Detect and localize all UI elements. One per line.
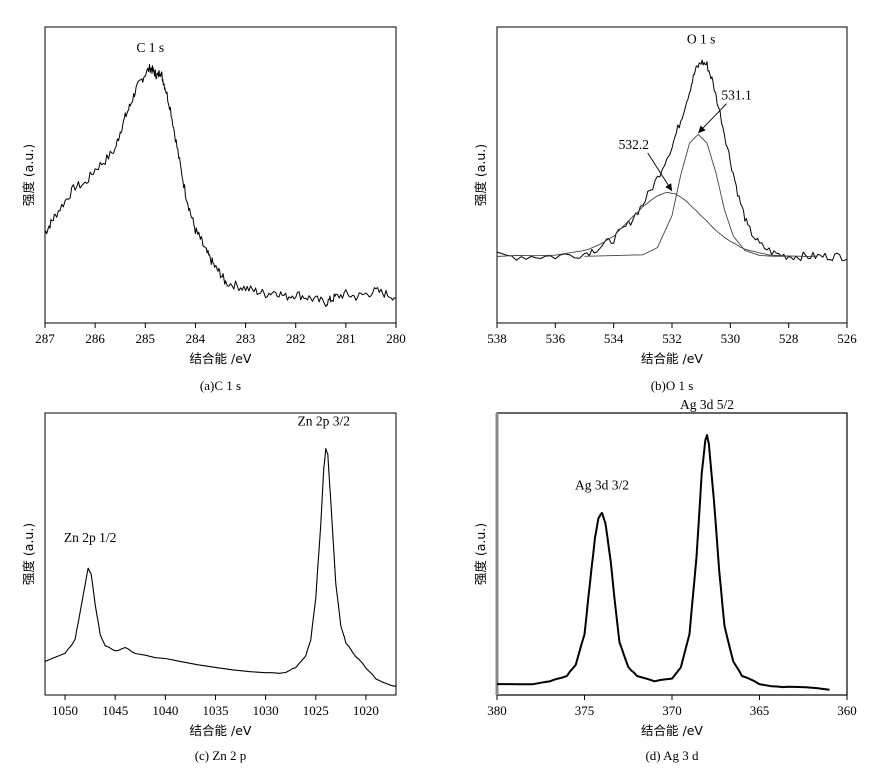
- x-tick-label: 375: [575, 703, 595, 718]
- panel-caption: (a)C 1 s: [200, 378, 241, 393]
- panel-caption: (c) Zn 2 p: [195, 748, 247, 763]
- y-axis-label: 强度 (a.u.): [21, 144, 36, 206]
- x-axis-label: 结合能 /eV: [641, 723, 703, 738]
- peak-annotation: O 1 s: [687, 31, 716, 46]
- x-tick-label: 538: [487, 331, 507, 346]
- x-tick-label: 526: [837, 331, 857, 346]
- peak-annotation: 532.2: [619, 137, 649, 152]
- arrow-head: [665, 183, 672, 192]
- x-tick-label: 380: [487, 703, 507, 718]
- plot-frame: [44, 412, 397, 696]
- x-axis-label: 结合能 /eV: [641, 351, 703, 366]
- x-tick-label: 536: [546, 331, 566, 346]
- plot-frame: [496, 26, 848, 324]
- x-tick-label: 1030: [253, 703, 279, 718]
- series-line-fit-531-1-ev: [584, 133, 789, 257]
- x-tick-label: 286: [85, 331, 105, 346]
- x-axis-label: 结合能 /eV: [190, 723, 252, 738]
- x-tick-label: 284: [186, 331, 206, 346]
- chart-panel-1: 287 286 285 284 283 282 281 280 结合能 /eV 强度 (a.u.)…: [21, 26, 406, 393]
- series-line-zn-2p-spectrum: [44, 448, 397, 687]
- x-axis-label: 结合能 /eV: [190, 351, 252, 366]
- x-tick-label: 1035: [202, 703, 228, 718]
- annotation-arrow: [647, 152, 673, 192]
- chart-panel-2: 538 536 534 532 530 528 526 结合能 /eV 强度 (a.u.) (b)…: [473, 26, 857, 393]
- y-axis-label: 强度 (a.u.): [473, 523, 488, 585]
- x-tick-label: 1020: [353, 703, 379, 718]
- x-tick-label: 1050: [52, 703, 78, 718]
- panel-caption: (d) Ag 3 d: [645, 748, 699, 763]
- x-tick-label: 360: [837, 703, 857, 718]
- x-tick-label: 365: [750, 703, 770, 718]
- x-tick-label: 1040: [152, 703, 178, 718]
- x-tick-label: 280: [386, 331, 406, 346]
- peak-annotation: Ag 3d 3/2: [575, 477, 629, 492]
- peak-annotation: Ag 3d 5/2: [680, 397, 734, 412]
- peak-annotation: Zn 2p 1/2: [64, 530, 117, 545]
- series-line-fit-532-2-ev: [496, 192, 818, 257]
- x-tick-label: 283: [236, 331, 256, 346]
- series-line-o-1s-spectrum: [496, 59, 848, 262]
- series-line-ag-3d-spectrum: [497, 434, 830, 691]
- series-line-c-1s-spectrum: [44, 64, 397, 307]
- x-tick-label: 530: [721, 331, 741, 346]
- x-tick-label: 282: [286, 331, 306, 346]
- plot-frame: [496, 412, 848, 696]
- x-tick-label: 285: [136, 331, 156, 346]
- arrow-head: [698, 125, 706, 133]
- peak-annotation: 531.1: [721, 88, 751, 103]
- x-tick-label: 287: [35, 331, 55, 346]
- plot-frame: [44, 26, 397, 324]
- x-tick-label: 534: [604, 331, 624, 346]
- x-tick-label: 528: [779, 331, 799, 346]
- chart-panel-4: 380 375 370 365 360 结合能 /eV 强度 (a.u.) (d) Ag 3 …: [473, 397, 857, 763]
- x-tick-label: 1025: [303, 703, 329, 718]
- panel-caption: (b)O 1 s: [651, 378, 694, 393]
- x-tick-label: 1045: [102, 703, 128, 718]
- x-tick-label: 370: [662, 703, 682, 718]
- y-axis-label: 强度 (a.u.): [473, 144, 488, 206]
- y-axis-label: 强度 (a.u.): [21, 523, 36, 585]
- peak-annotation: Zn 2p 3/2: [298, 414, 351, 429]
- x-tick-label: 281: [336, 331, 356, 346]
- x-tick-label: 532: [662, 331, 682, 346]
- chart-panel-3: 1050 1045 1040 1035 1030 1025 1020 结合能 /eV 强度 (a…: [21, 412, 397, 763]
- peak-annotation: C 1 s: [136, 40, 164, 55]
